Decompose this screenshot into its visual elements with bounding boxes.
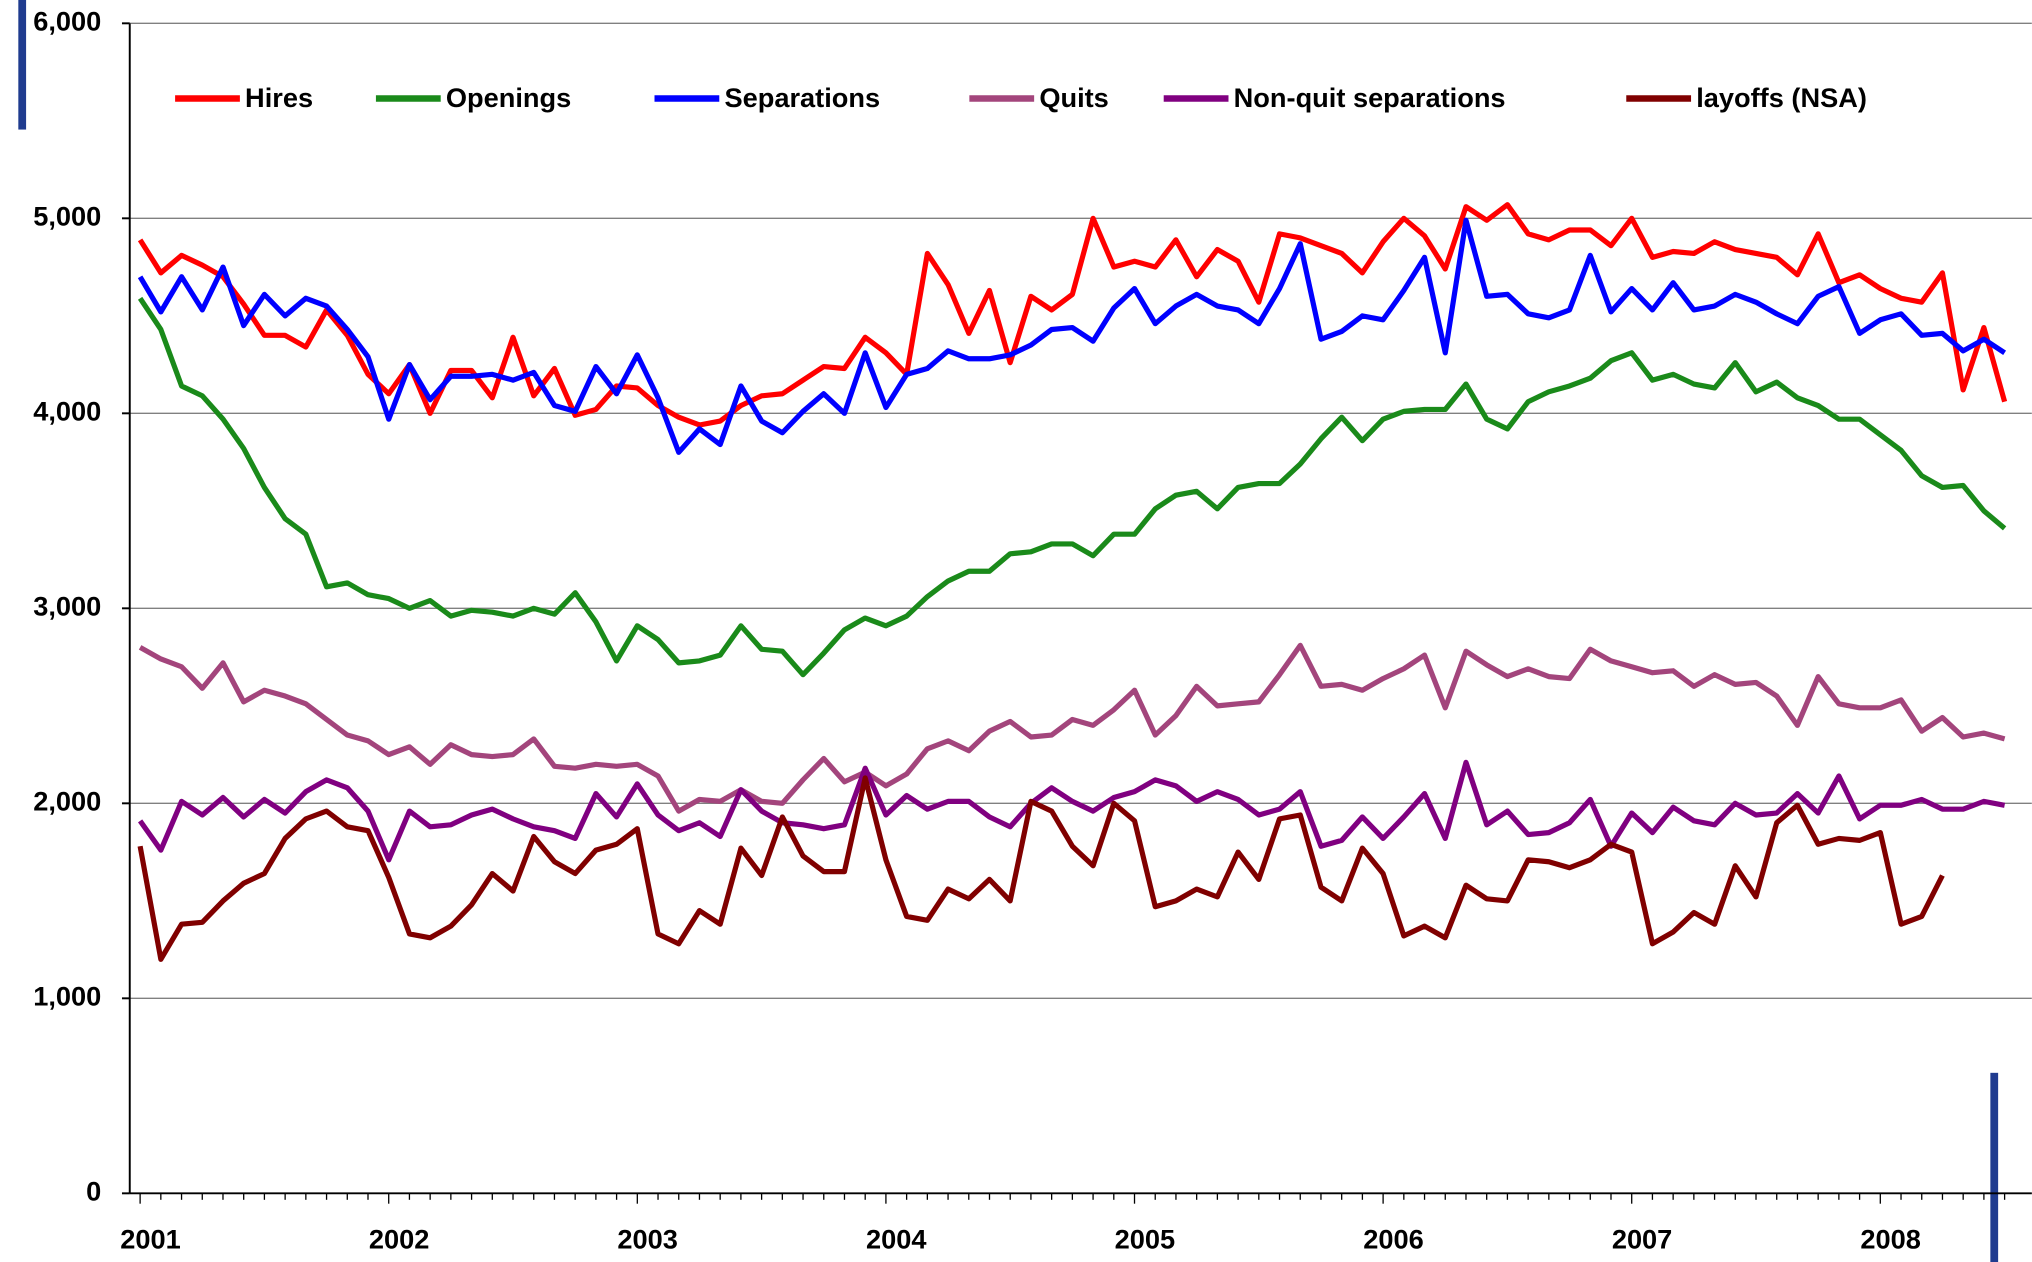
x-tick-label: 2002 [369,1223,429,1254]
x-tick-label: 2004 [866,1223,926,1254]
series-line [137,775,1945,962]
x-tick-label: 2008 [1860,1223,1920,1254]
decor-bar [1990,1072,1999,1262]
x-tick-label: 2006 [1363,1223,1423,1254]
y-tick-label: 2,000 [33,786,101,817]
legend-label: Openings [446,82,571,113]
legend-label: Non-quit separations [1234,82,1506,113]
series-line [137,759,2006,863]
series-line [137,202,2008,428]
x-tick-label: 2003 [617,1223,677,1254]
series-line [137,296,2007,678]
decor-bar [18,0,27,130]
x-tick-label: 2005 [1115,1223,1175,1254]
y-tick-label: 3,000 [33,591,101,622]
x-tick-label: 2007 [1612,1223,1672,1254]
y-tick-label: 1,000 [33,981,101,1012]
legend-label: Separations [724,82,880,113]
x-tick-label: 2001 [120,1223,180,1254]
legend-label: Quits [1039,82,1108,113]
y-tick-label: 0 [86,1176,101,1207]
y-tick-label: 6,000 [33,6,101,37]
legend-label: Hires [245,82,313,113]
series-line [138,642,2006,814]
y-tick-label: 4,000 [33,396,101,427]
series-line [137,217,2007,455]
y-tick-label: 5,000 [33,201,101,232]
legend-label: layoffs (NSA) [1696,82,1867,113]
